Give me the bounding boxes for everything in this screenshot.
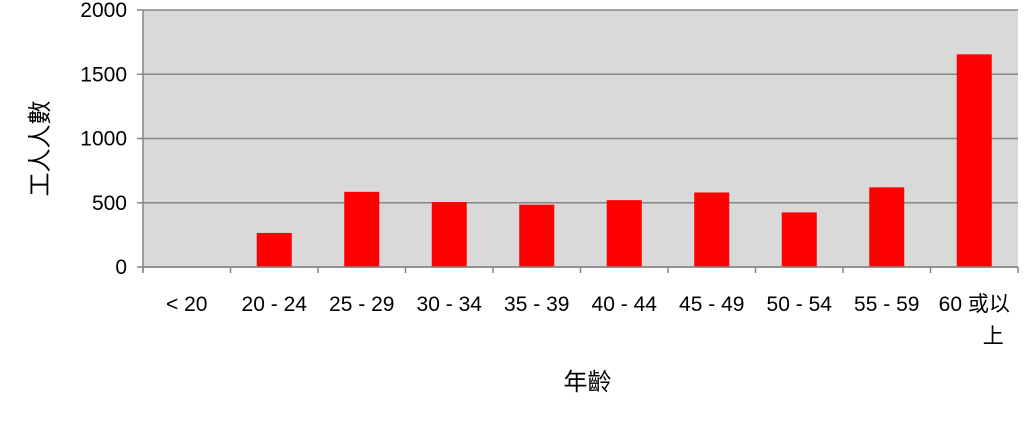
x-tick-label: 20 - 24: [242, 293, 308, 316]
x-tick-label: 40 - 44: [592, 293, 658, 316]
x-tick-label: 30 - 34: [417, 293, 483, 316]
bar: [869, 187, 905, 267]
x-tick-label: 50 - 54: [767, 293, 833, 316]
bar: [519, 204, 555, 267]
bar: [781, 212, 817, 267]
bar: [431, 202, 467, 267]
x-axis-title: 年齡: [564, 368, 612, 396]
bar: [344, 191, 380, 267]
bar: [956, 54, 992, 267]
y-tick-label: 0: [115, 256, 127, 279]
y-tick-label: 500: [92, 192, 127, 215]
y-tick-label: 1000: [80, 128, 127, 151]
bars: [256, 54, 992, 267]
bar: [256, 232, 292, 267]
axes: [137, 9, 1019, 273]
x-tick-label: 60 或以上: [939, 293, 1010, 348]
x-tick-label: 55 - 59: [854, 293, 919, 316]
x-tick-labels: < 20 20 - 24 25 - 29 30 - 34 35 - 39 40 - 44 4…: [166, 293, 1010, 348]
x-tick-label: < 20: [166, 293, 207, 316]
x-tick-label: 25 - 29: [329, 293, 394, 316]
x-tick-label: 35 - 39: [504, 293, 569, 316]
bar: [694, 192, 730, 267]
y-axis-title: 工人人數: [26, 101, 54, 197]
bar: [606, 200, 642, 267]
y-tick-labels: 0 500 1000 1500 2000: [80, 0, 127, 279]
y-tick-label: 2000: [80, 0, 127, 22]
y-tick-label: 1500: [80, 63, 127, 86]
x-tick-label: 45 - 49: [679, 293, 744, 316]
